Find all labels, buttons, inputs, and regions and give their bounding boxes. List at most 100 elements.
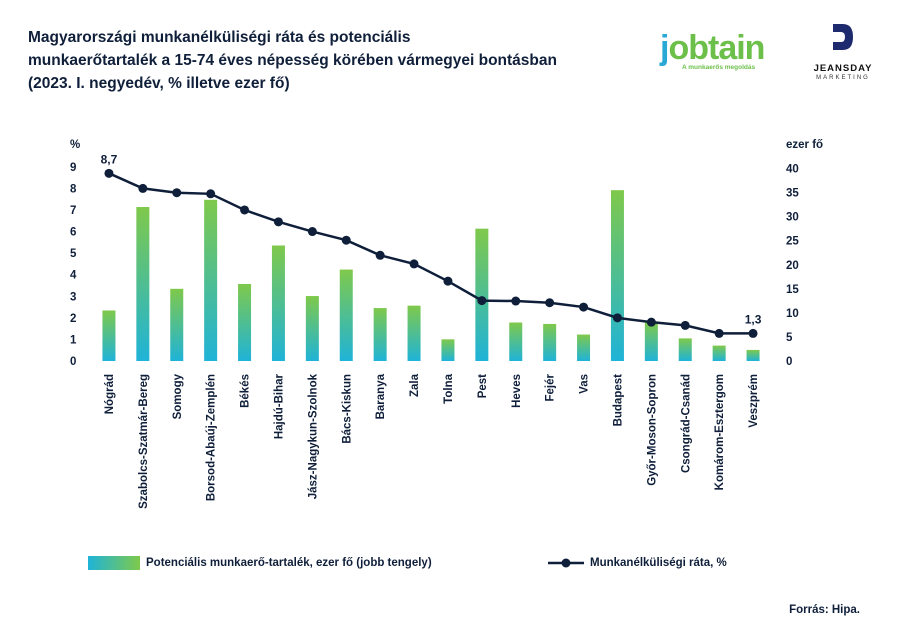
line-point-6 [307,227,317,237]
right-axis-unit: ezer fő [786,139,823,151]
legend-bar-label: Potenciális munkaerő-tartalék, ezer fő (… [146,557,432,569]
legend-bar-swatch [88,556,140,570]
jobtain-tagline: A munkaerős megoldás [682,64,756,71]
left-tick-label-2: 2 [70,313,76,325]
title-line-3: (2023. I. negyedév, % illetve ezer fő) [28,75,290,92]
combo-chart: % ezer fő 0 1 2 3 4 5 6 7 8 9 0 5 10 15 20 25 30 35 40 Nó… [70,139,823,509]
x-label-17: Csongrád-Csanád [680,374,692,473]
x-label-18: Komárom-Esztergom [714,374,726,490]
chart-title: Magyarországi munkanélküliségi ráta és p… [28,26,648,95]
line-point-8 [375,250,385,260]
line-point-5 [273,217,283,227]
bar-3 [204,199,218,361]
x-axis-labels: Nógrád Szabolcs-Szatmár-Bereg Somogy Borsod… [104,373,760,508]
x-label-7: Bács-Kiskun [341,374,353,444]
bar-15 [610,190,624,361]
right-tick-label-7: 35 [786,188,799,200]
x-label-12: Heves [511,374,523,408]
bar-10 [441,339,455,361]
jeansday-subtitle: MARKETING [816,75,870,81]
line-point-18 [714,328,724,338]
line-point-0 [104,168,114,178]
jobtain-wordmark-j: j [660,29,670,67]
legend-line-swatch [548,558,584,568]
line-point-4 [240,205,250,215]
x-label-8: Baranya [375,373,387,419]
x-label-4: Békés [240,374,252,408]
line-point-13 [545,298,555,308]
left-axis: 0 1 2 3 4 5 6 7 8 9 [70,162,77,368]
x-label-13: Fejér [545,373,557,401]
right-axis: 0 5 10 15 20 25 30 35 40 [786,164,799,368]
x-label-5: Hajdú-Bihar [273,373,285,439]
bar-7 [339,269,353,361]
jeansday-d-icon [833,24,853,50]
left-tick-label-3: 3 [70,291,76,303]
bar-2 [170,288,184,361]
jobtain-logo: jobtain A munkaerős megoldás [660,28,790,80]
x-label-10: Tolna [443,373,455,403]
line-point-19 [748,328,758,338]
line-path [108,172,754,335]
x-label-15: Budapest [612,374,624,427]
line-point-12 [511,296,521,306]
line-point-17 [680,320,690,330]
line-point-15 [612,313,622,323]
jeansday-name: JEANSDAY [813,63,873,74]
line-point-2 [172,188,182,198]
data-labels: 8,7 1,3 [101,152,762,326]
x-label-6: Jász-Nagykun-Szolnok [307,373,319,499]
x-label-16: Győr-Moson-Sopron [646,374,658,486]
left-tick-label-7: 7 [70,205,76,217]
line-series [104,168,758,338]
data-label-1: 1,3 [745,312,762,326]
right-tick-label-6: 30 [786,212,799,224]
bar-9 [407,305,421,361]
bar-19 [746,349,760,361]
left-tick-label-8: 8 [70,183,77,195]
bar-1 [136,207,150,361]
bar-12 [509,322,523,361]
bar-8 [373,308,387,361]
x-label-0: Nógrád [104,374,116,414]
left-tick-label-6: 6 [70,227,76,239]
right-tick-label-3: 15 [786,284,799,296]
x-label-9: Zala [409,373,421,397]
line-point-16 [646,317,656,327]
bar-5 [271,245,285,361]
bar-4 [238,284,252,361]
left-tick-label-0: 0 [70,356,76,368]
title-line-1: Magyarországi munkanélküliségi ráta és p… [28,29,411,46]
right-tick-label-2: 10 [786,308,799,320]
x-label-3: Borsod-Abaúj-Zemplén [206,374,218,501]
line-point-7 [341,235,351,245]
legend-bar-series: Potenciális munkaerő-tartalék, ezer fő (… [88,556,432,570]
line-point-1 [138,183,148,193]
title-line-2: munkaerőtartalék a 15-74 éves népesség k… [28,52,557,69]
right-tick-label-4: 20 [786,260,799,272]
bar-18 [712,345,726,361]
bar-11 [475,228,489,361]
line-point-3 [206,189,216,199]
left-axis-unit: % [70,139,80,151]
x-label-2: Somogy [172,373,184,419]
legend-line-label: Munkanélküliségi ráta, % [590,557,727,569]
left-tick-label-1: 1 [70,334,77,346]
line-point-11 [477,296,487,306]
right-tick-label-1: 5 [786,332,793,344]
jobtain-wordmark: jobtain [660,28,765,68]
right-tick-label-5: 25 [786,236,799,248]
line-point-14 [579,302,589,312]
line-point-9 [409,259,419,269]
left-tick-label-5: 5 [70,248,77,260]
x-label-14: Vas [579,374,591,394]
bar-0 [102,310,116,361]
jobtain-wordmark-rest: obtain [668,29,765,67]
bar-17 [678,338,692,361]
bar-6 [305,296,319,361]
bar-13 [543,323,557,361]
legend-line-series: Munkanélküliségi ráta, % [548,556,727,570]
right-tick-label-8: 40 [786,164,799,176]
data-label-0: 8,7 [101,152,118,166]
right-tick-label-0: 0 [786,356,792,368]
